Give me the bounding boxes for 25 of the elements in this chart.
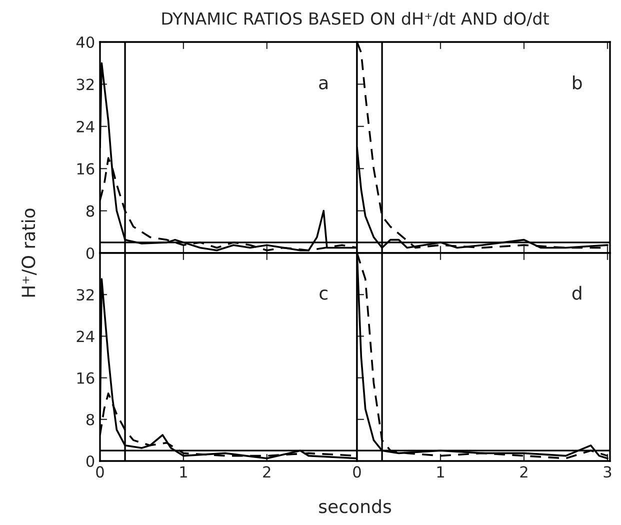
y-tick-label: 8 [86,205,94,217]
x-tick-label: 0 [96,466,104,478]
y-tick-label: 16 [77,163,94,175]
y-tick-label: 40 [76,36,94,48]
y-tick-label: 32 [76,289,94,301]
y-tick-label: 32 [76,78,94,90]
x-tick-label: 0 [353,466,361,478]
x-tick-label: 1 [180,466,187,478]
y-tick-label: 0 [86,247,94,260]
annotation: c [320,289,328,300]
chart-title: DYNAMIC RATIOS BASED ON dH⁺/dt AND dO/dt [162,12,549,26]
y-tick-label: 8 [86,414,94,426]
annotation: a [319,79,328,90]
x-tick-label: 3 [604,466,612,478]
x-axis-title: seconds [319,499,392,514]
y-tick-label: 24 [76,330,94,342]
y-tick-label: 24 [76,120,94,132]
y-tick-label: 16 [77,372,94,384]
y-axis-title: H⁺/O ratio [21,208,37,297]
x-tick-label: 2 [520,466,528,478]
annotation: b [573,75,582,90]
y-tick-label: 0 [86,455,94,468]
x-tick-label: 1 [437,466,444,478]
x-tick-label: 2 [263,466,270,478]
annotation: d [572,286,582,300]
